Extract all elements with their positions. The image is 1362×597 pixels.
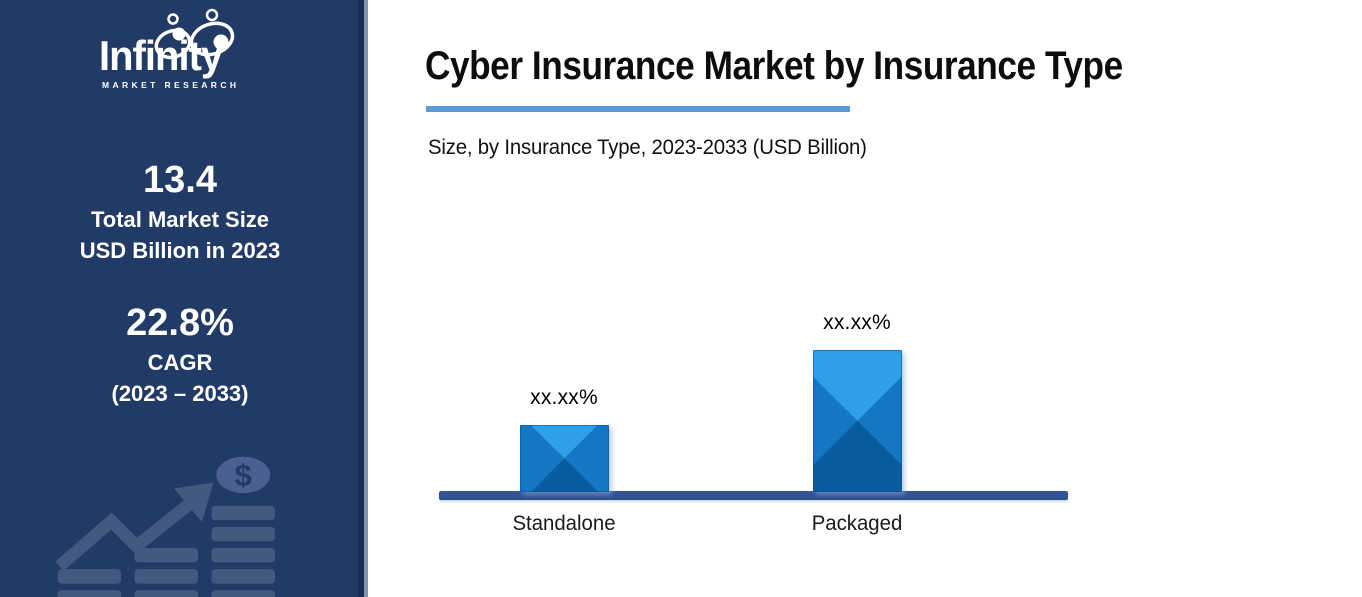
page-title: Cyber Insurance Market by Insurance Type xyxy=(425,44,1123,88)
brand-tagline: MARKET RESEARCH xyxy=(102,80,240,90)
sidebar: Infinity MARKET RESEARCH 13.4 Total Mark… xyxy=(0,0,368,597)
market-size-value: 13.4 xyxy=(143,159,217,201)
cagr-label: CAGR xyxy=(147,350,213,375)
bar-value-label-standalone: xx.xx% xyxy=(530,386,598,409)
chart-subtitle: Size, by Insurance Type, 2023-2033 (USD … xyxy=(428,136,867,159)
dollar-coin-icon: $ xyxy=(216,456,271,494)
bar-standalone xyxy=(519,425,609,492)
brand-name: Infinity xyxy=(99,32,223,79)
market-size-label-line1: Total Market Size xyxy=(90,207,270,232)
stat-market-size: 13.4 Total Market Size USD Billion in 20… xyxy=(0,160,360,266)
title-underline xyxy=(426,106,850,112)
bar-category-label-standalone: Standalone xyxy=(512,512,616,535)
infinity-logo-icon xyxy=(154,8,235,60)
growth-chart-icon: $ xyxy=(55,456,275,597)
bar-value-label-packaged: xx.xx% xyxy=(823,311,891,334)
bar-category-label-packaged: Packaged xyxy=(811,512,903,535)
svg-text:$: $ xyxy=(235,458,252,493)
brand-logo: Infinity MARKET RESEARCH xyxy=(99,8,269,110)
stat-cagr: 22.8% CAGR (2023 – 2033) xyxy=(0,303,360,409)
trend-arrow-icon xyxy=(55,482,214,571)
cagr-period: (2023 – 2033) xyxy=(111,381,249,406)
bar-chart: xx.xx% Standalone xx.xx% Packaged xyxy=(368,0,1362,597)
x-axis-line xyxy=(439,491,1068,500)
bar-packaged xyxy=(812,350,902,492)
cagr-value: 22.8% xyxy=(126,302,234,344)
market-size-label-line2: USD Billion in 2023 xyxy=(79,238,281,263)
main-content: Cyber Insurance Market by Insurance Type… xyxy=(368,0,1362,597)
